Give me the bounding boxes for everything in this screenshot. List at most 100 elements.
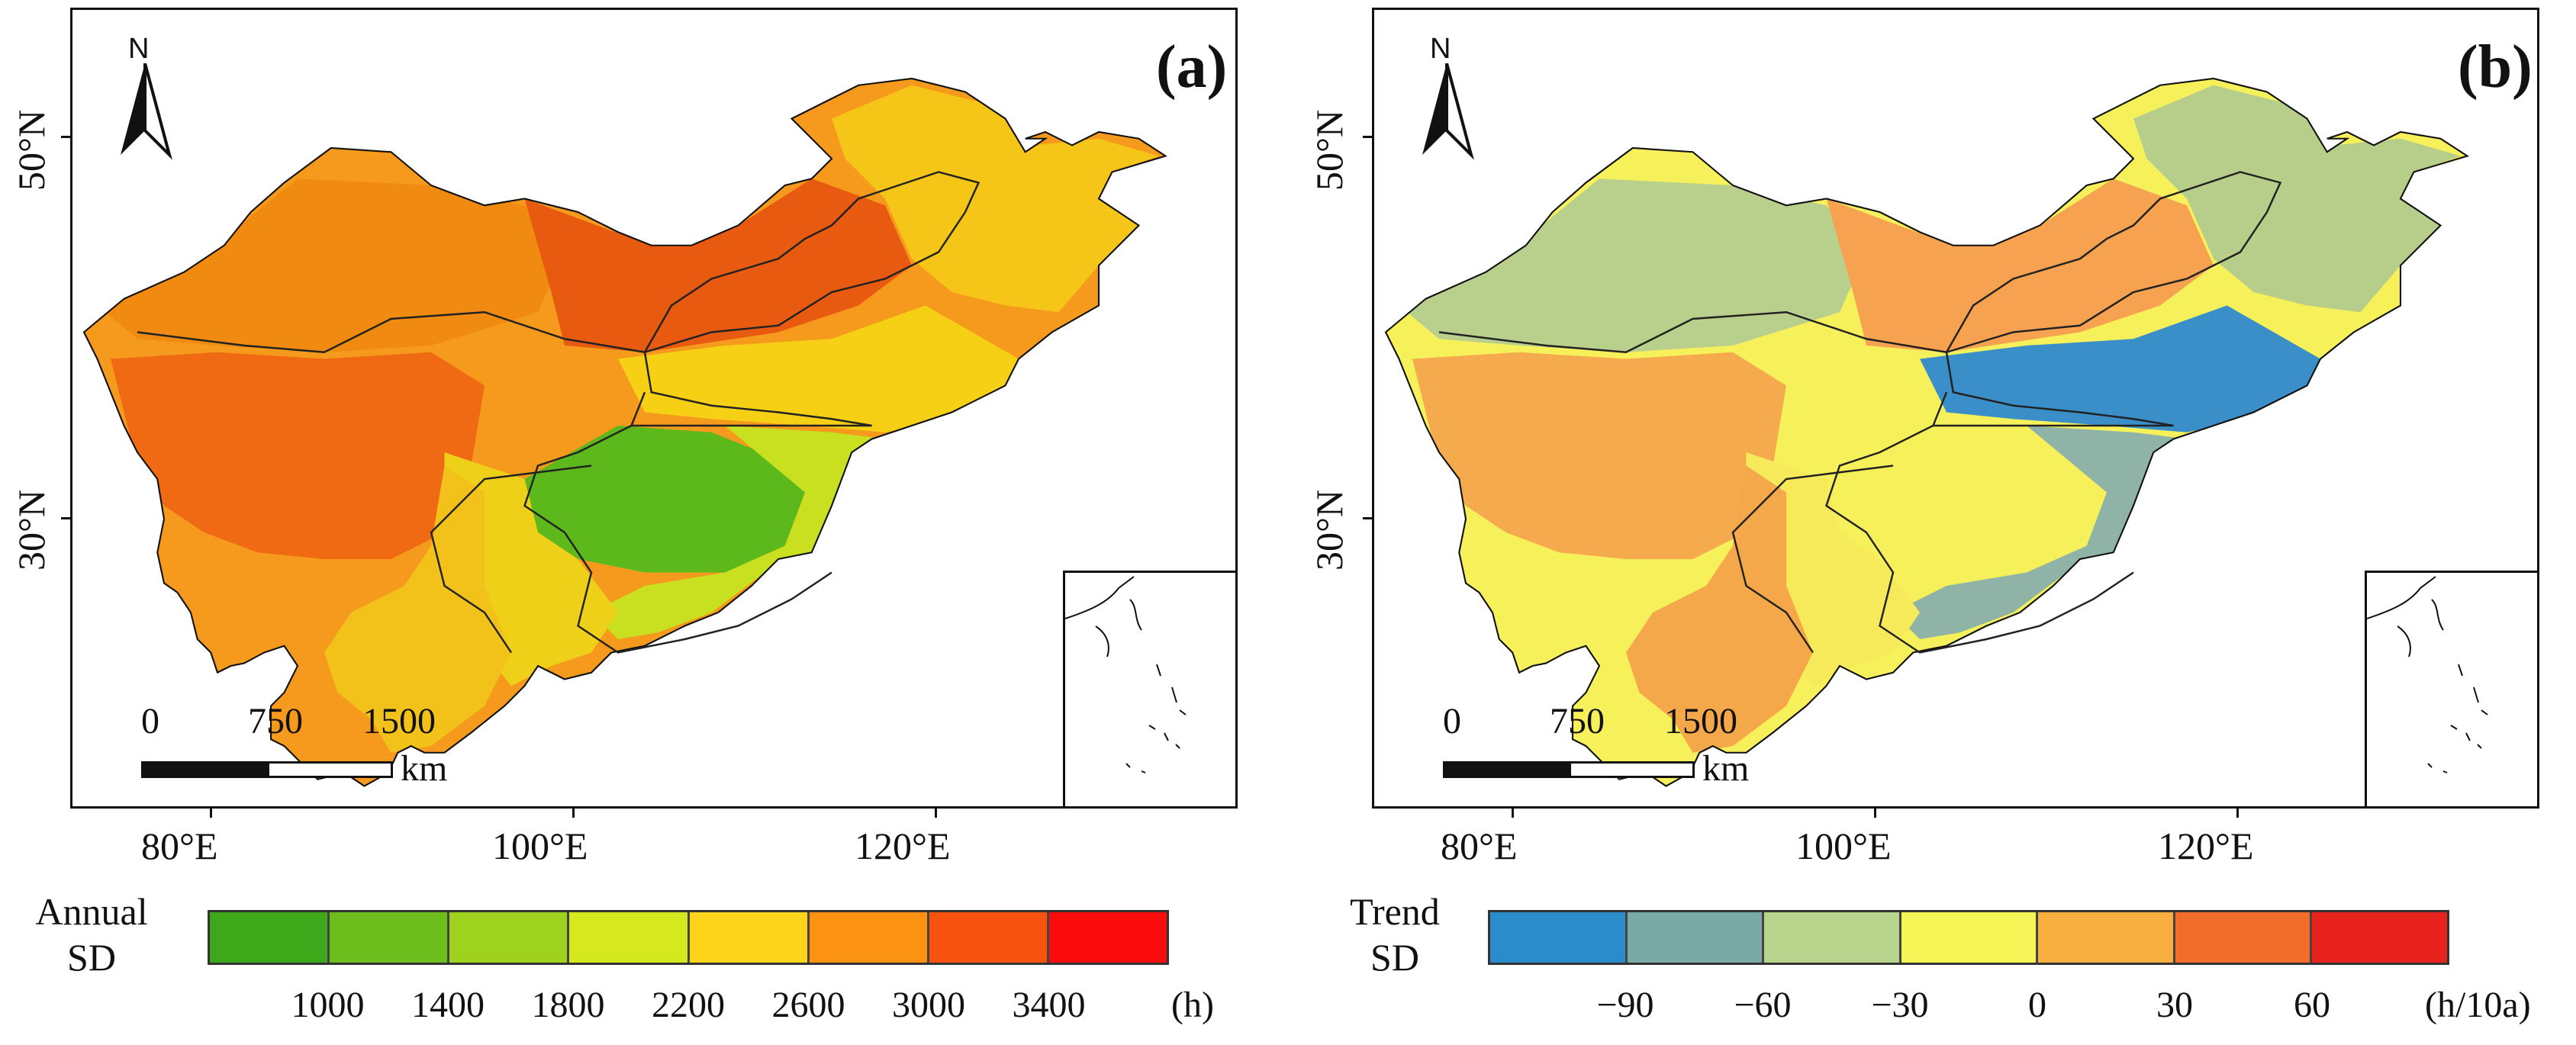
lon-tick-80	[210, 807, 212, 818]
region-north-china	[618, 305, 1019, 432]
zone-boundary	[430, 465, 592, 654]
zone-boundary	[137, 311, 646, 353]
region-inner-mongolia	[1826, 178, 2214, 352]
legend-unit: (h)	[1171, 985, 1214, 1025]
legend-tick-label: −90	[1596, 985, 1654, 1025]
map-frame: (a) N 0 750 1500 km	[70, 8, 1238, 809]
north-letter: N	[128, 33, 150, 65]
region-sichuan-basin	[1826, 426, 2107, 573]
legend-tick-label: 1000	[291, 985, 365, 1025]
legend-swatch	[1048, 912, 1167, 963]
region-yunnan	[1626, 465, 1813, 753]
lat-label-50: 50°N	[1308, 109, 1351, 191]
legend-swatch	[330, 912, 450, 963]
lon-tick-80	[1512, 807, 1514, 818]
lat-label-50: 50°N	[10, 109, 53, 191]
north-letter: N	[1430, 33, 1451, 65]
legend-tick-label: 1400	[411, 985, 485, 1025]
legend-tick-label: 1800	[531, 985, 605, 1025]
scale-tick-0: 0	[141, 701, 159, 741]
legend-swatch	[210, 912, 330, 963]
north-arrow: N	[1416, 33, 1477, 162]
region-north-china	[1920, 305, 2320, 432]
north-arrow: N	[114, 33, 175, 162]
lon-label-80: 80°E	[141, 825, 218, 867]
region-tibet	[1412, 352, 1786, 559]
region-northwest	[97, 178, 565, 352]
scale-bar-white	[267, 761, 393, 778]
legend-title: Annual SD	[35, 890, 148, 979]
scale-bar-black	[1443, 761, 1569, 778]
region-inner-mongolia	[524, 178, 912, 352]
legend-swatch	[929, 912, 1049, 963]
legend-tick-label: 30	[2156, 985, 2193, 1025]
lat-tick-30	[1363, 517, 1373, 519]
lon-label-120: 120°E	[855, 825, 951, 867]
legend-color-bar	[208, 910, 1169, 965]
region-hainan	[1904, 690, 1946, 726]
legend-tick-label: 3000	[892, 985, 965, 1025]
china-map	[82, 77, 1167, 787]
inset-islands	[1064, 576, 1187, 773]
legend-swatch	[2312, 912, 2448, 963]
legend-swatch	[2175, 912, 2313, 963]
china-outline	[1384, 77, 2469, 787]
region-tibet	[111, 352, 485, 559]
zone-boundary	[643, 352, 872, 427]
region-southeast	[591, 426, 885, 639]
region-yunnan	[324, 465, 511, 753]
legend-title: Trend SD	[1350, 890, 1440, 979]
lon-tick-120	[935, 807, 937, 818]
scale-tick-1500: 1500	[362, 701, 436, 741]
zone-boundary	[1945, 352, 2174, 427]
scale-bar-black	[141, 761, 267, 778]
zone-boundary	[1731, 465, 1894, 654]
scale-tick-750: 750	[1550, 701, 1605, 741]
legend-swatch	[449, 912, 570, 963]
lon-label-120: 120°E	[2158, 825, 2254, 867]
legend-swatch	[1490, 912, 1628, 963]
north-arrow-icon	[121, 63, 172, 160]
region-southeast	[1893, 426, 2187, 639]
lon-tick-100	[572, 807, 575, 818]
scale-unit: km	[401, 748, 448, 789]
legend-swatch	[1627, 912, 1765, 963]
legend-swatch	[1764, 912, 1901, 963]
legend-swatch	[809, 912, 929, 963]
china-map	[1384, 77, 2469, 787]
legend-tick-label: 60	[2294, 985, 2330, 1025]
south-china-sea-inset	[1063, 571, 1235, 806]
zone-boundary	[1945, 171, 2282, 353]
scale-bar-white	[1569, 761, 1695, 778]
scale-tick-1500: 1500	[1664, 701, 1737, 741]
map-panel-a: (a) N 0 750 1500 km 50°N 30°N 80°E 100°E…	[10, 8, 1238, 1025]
zone-boundary	[643, 171, 980, 353]
zone-boundary	[1825, 391, 2134, 654]
legend-tick-label: −30	[1871, 985, 1929, 1025]
scale-bar: 0 750 1500 km	[1443, 700, 1749, 792]
lon-label-80: 80°E	[1441, 825, 1518, 867]
legend-swatch	[1901, 912, 2039, 963]
zone-boundary	[1438, 311, 1947, 353]
panel-label: (a)	[1156, 34, 1228, 101]
legend-swatch	[2038, 912, 2175, 963]
scale-tick-0: 0	[1443, 701, 1461, 741]
lat-tick-30	[61, 517, 72, 519]
legend-tick-label: 2200	[652, 985, 725, 1025]
scale-unit: km	[1702, 748, 1750, 789]
lat-label-30: 30°N	[10, 489, 53, 571]
inset-islands	[2366, 576, 2488, 773]
lon-tick-120	[2236, 807, 2239, 818]
legend-unit: (h/10a)	[2425, 985, 2531, 1025]
map-frame: (b) N 0 750 1500 km	[1372, 8, 2539, 809]
lon-label-100: 100°E	[1795, 825, 1892, 867]
lat-tick-50	[61, 136, 72, 138]
region-hainan	[602, 690, 645, 726]
china-outline	[82, 77, 1167, 787]
lat-tick-50	[1363, 136, 1373, 138]
scale-tick-750: 750	[248, 701, 303, 741]
legend-tick-label: −60	[1734, 985, 1792, 1025]
lat-label-30: 30°N	[1308, 489, 1351, 571]
south-china-sea-inset	[2365, 571, 2537, 806]
lon-label-100: 100°E	[492, 825, 588, 867]
